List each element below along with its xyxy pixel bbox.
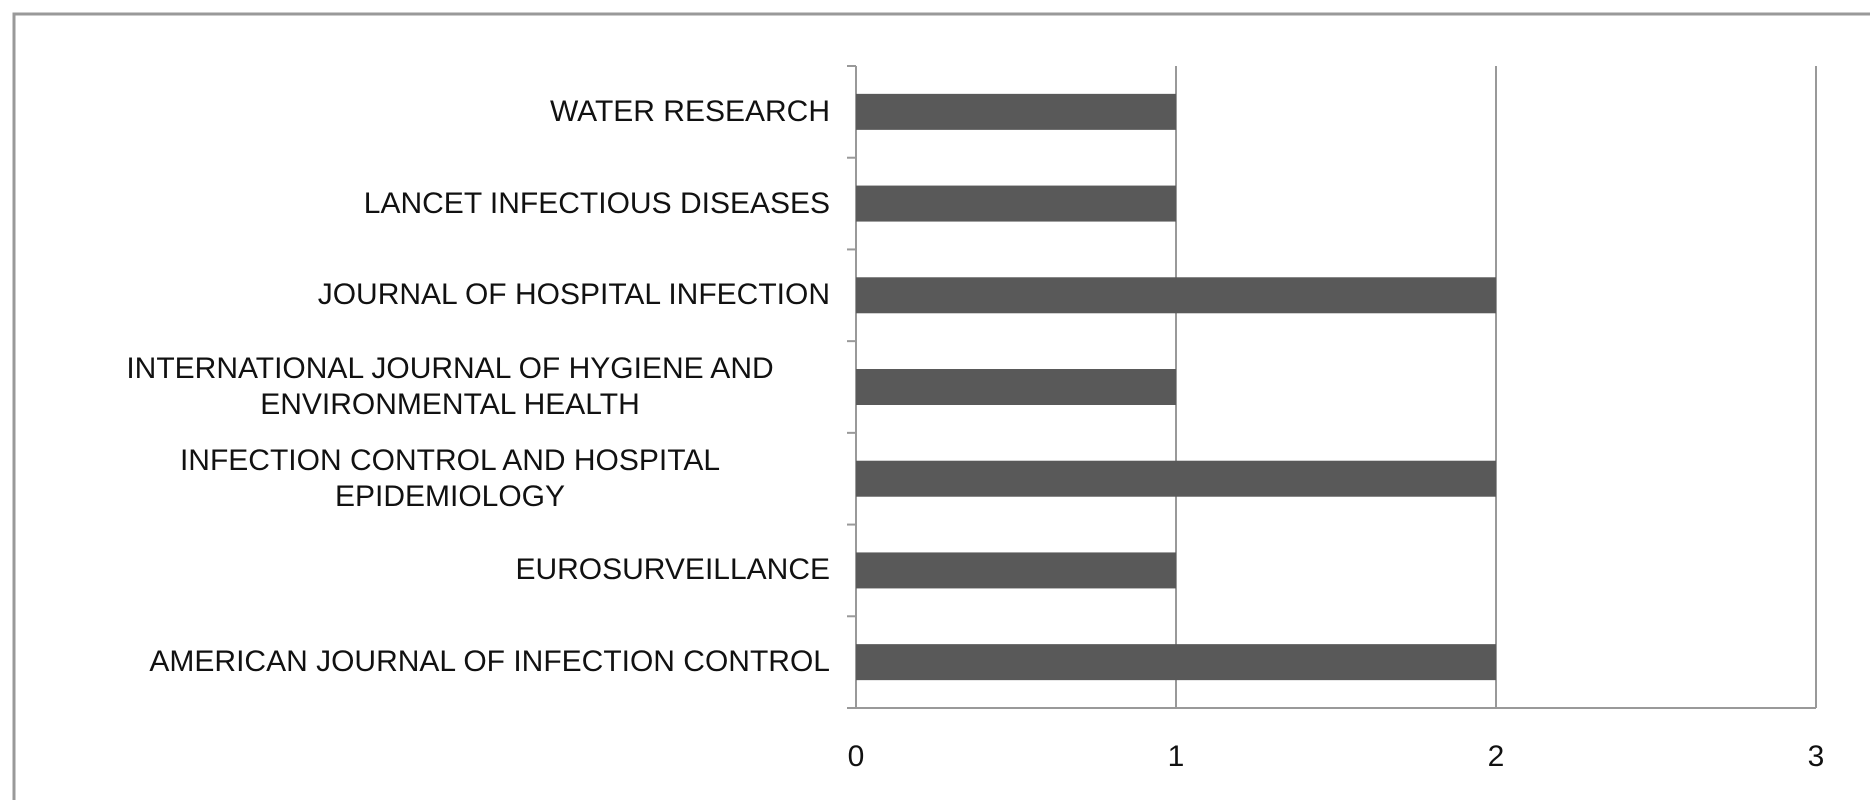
x-tick-label: 3 — [1808, 740, 1825, 773]
frame — [12, 12, 1870, 800]
x-tick-label: 2 — [1488, 740, 1505, 773]
y-tick-label: INTERNATIONAL JOURNAL OF HYGIENE AND ENV… — [126, 352, 774, 421]
y-tick-label: AMERICAN JOURNAL OF INFECTION CONTROL — [149, 645, 830, 679]
x-tick-label: 0 — [848, 740, 865, 773]
bar — [856, 185, 1176, 222]
y-tick-label: LANCET INFECTIOUS DISEASES — [363, 186, 830, 220]
y-tick-label: WATER RESEARCH — [549, 94, 830, 128]
bar — [856, 93, 1176, 130]
x-tick-label: 1 — [1168, 740, 1185, 773]
bar — [856, 644, 1496, 681]
bar — [856, 460, 1496, 497]
y-tick-label: JOURNAL OF HOSPITAL INFECTION — [317, 278, 830, 312]
y-tick-label: INFECTION CONTROL AND HOSPITAL EPIDEMIOL… — [179, 443, 721, 513]
y-tick-label: EUROSURVEILLANCE — [515, 553, 830, 587]
bar — [856, 277, 1496, 314]
bar — [856, 552, 1176, 589]
bar — [856, 369, 1176, 405]
